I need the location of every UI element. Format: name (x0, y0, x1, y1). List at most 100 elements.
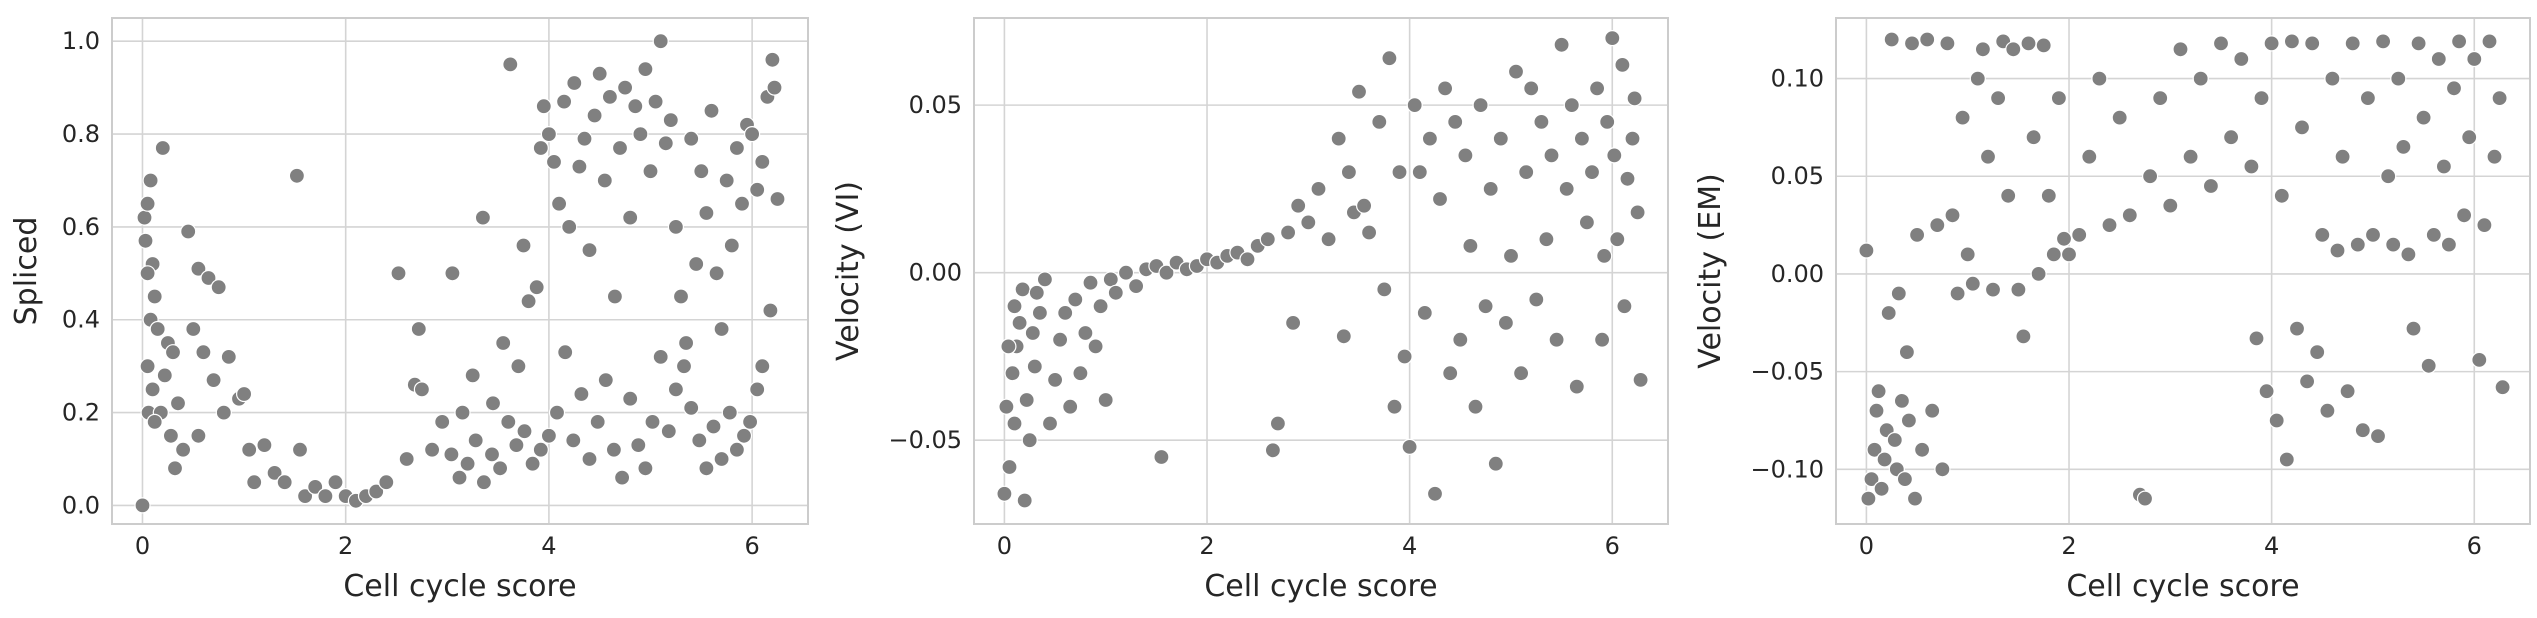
scatter-point (327, 474, 344, 491)
scatter-point (2020, 35, 2037, 52)
scatter-point (424, 441, 441, 458)
scatter-point (1117, 264, 1135, 281)
scatter-point (550, 195, 568, 212)
scatter-point (444, 265, 461, 282)
scatter-point (2055, 230, 2073, 247)
scatter-point (2400, 246, 2417, 263)
scatter-point (1406, 96, 1423, 114)
scatter-point (1934, 461, 1951, 478)
scatter-point (454, 404, 471, 421)
x-axis-label: Cell cycle score (1204, 569, 1437, 604)
scatter-point (2369, 428, 2387, 445)
scatter-point (1614, 56, 1631, 74)
scatter-point (642, 163, 659, 180)
scatter-point (1969, 70, 1986, 87)
scatter-point (2405, 320, 2422, 337)
scatter-point (1031, 304, 1049, 321)
scatter-point (1974, 41, 1992, 58)
scatter-point (1016, 492, 1033, 509)
scatter-point (1487, 455, 1504, 472)
scatter-point (691, 432, 708, 449)
scatter-point (1919, 31, 1936, 48)
scatter-point (632, 126, 649, 143)
scatter-point (434, 413, 451, 430)
scatter-point (637, 60, 654, 78)
scatter-point (2278, 451, 2295, 468)
scatter-point (1067, 291, 1084, 308)
scatter-point (1482, 180, 1499, 197)
scatter-point (1868, 402, 1885, 419)
scatter-point (581, 242, 598, 259)
scatter-point (2025, 129, 2042, 146)
scatter-point (605, 441, 623, 458)
scatter-point (1870, 383, 1887, 400)
scatter-point (1028, 284, 1045, 301)
scatter-point (1626, 90, 1643, 107)
scatter-point (576, 130, 593, 147)
scatter-point (390, 265, 407, 282)
scatter-point (1873, 480, 1890, 497)
scatter-point (1006, 415, 1023, 432)
scatter-point (210, 279, 227, 296)
scatter-point (1381, 50, 1398, 67)
scatter-point (508, 437, 525, 454)
scatter-point (2461, 129, 2478, 146)
scatter-point (2440, 236, 2457, 253)
scatter-point (2152, 89, 2169, 107)
scatter-point (1396, 348, 1413, 365)
scatter-point (596, 172, 613, 189)
scatter-point (205, 372, 222, 389)
scatter-point (146, 288, 163, 305)
scatter-point (2101, 217, 2118, 234)
scatter-point (288, 167, 305, 184)
y-tick-label: 0.05 (1771, 162, 1824, 190)
scatter-point (1497, 314, 1515, 331)
scatter-point (1908, 226, 1926, 243)
scatter-point (657, 135, 674, 152)
scatter-point (1959, 246, 1976, 263)
scatter-point (1004, 365, 1021, 382)
scatter-point (1900, 412, 1918, 429)
scatter-point (2121, 207, 2138, 224)
scatter-point (1264, 442, 1282, 459)
scatter-point (644, 413, 661, 430)
scatter-point (672, 288, 690, 305)
scatter-point (1011, 314, 1028, 331)
scatter-panel-velocity-em: 0 2 4 6 −0.10 −0.05 0.00 0.05 0.10 Cell cycle sco… (1693, 17, 2531, 604)
scatter-point (2494, 379, 2511, 396)
scatter-point (581, 450, 598, 468)
scatter-point (1903, 35, 1921, 52)
scatter-point (1416, 304, 1433, 321)
scatter-point (2212, 35, 2230, 52)
scatter-point (713, 450, 730, 468)
scatter-point (2304, 35, 2321, 52)
scatter-point (1452, 331, 1469, 348)
scatter-point (1632, 371, 1649, 388)
scatter-point (2136, 490, 2154, 507)
scatter-point (2420, 357, 2437, 374)
scatter-point (1376, 281, 1393, 298)
scatter-point (459, 455, 476, 472)
scatter-point (2324, 70, 2341, 87)
scatter-point (2015, 328, 2032, 345)
y-tick-label: −0.10 (1750, 455, 1824, 483)
scatter-point (2040, 187, 2057, 204)
scatter-point (1543, 147, 1560, 164)
scatter-point (1492, 130, 1509, 147)
scatter-point (1320, 231, 1337, 248)
scatter-point (754, 153, 771, 170)
scatter-point (1018, 391, 1035, 409)
scatter-point (2202, 177, 2219, 195)
scatter-point (698, 204, 715, 222)
scatter-point (1447, 113, 1464, 131)
scatter-points (134, 33, 786, 514)
scatter-point (413, 381, 430, 398)
scatter-point (1568, 378, 1585, 395)
scatter-point (1153, 448, 1170, 466)
scatter-point (1386, 398, 1403, 415)
y-tick-label: 0.8 (62, 120, 100, 148)
scatter-point (190, 260, 207, 277)
scatter-point (2182, 148, 2199, 165)
scatter-point (500, 413, 517, 430)
scatter-point (1954, 109, 1971, 126)
